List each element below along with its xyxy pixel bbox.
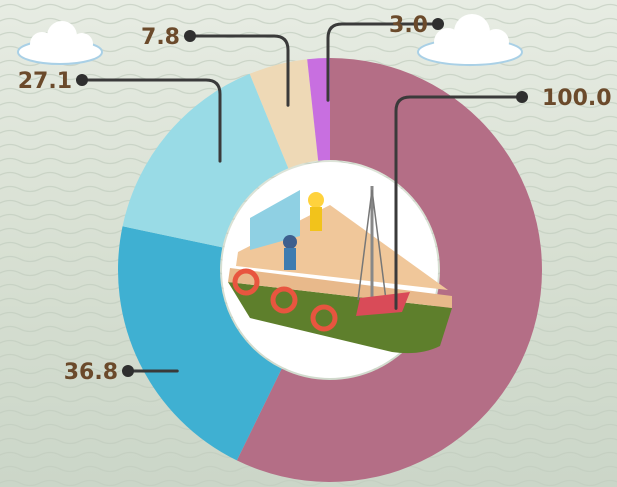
donut-slice: [122, 73, 289, 248]
data-label: 27.1: [18, 69, 72, 94]
data-label: 36.8: [64, 360, 118, 385]
donut-slice: [249, 59, 319, 169]
donut-slice: [236, 58, 542, 482]
cloud-icon: [417, 14, 523, 66]
data-label: 7.8: [141, 25, 180, 50]
leader-dot: [76, 74, 88, 86]
donut-slice: [117, 226, 282, 461]
data-label: 100.0: [542, 86, 612, 111]
leader-line: [326, 22, 440, 102]
leader-line: [394, 95, 524, 310]
leader-line: [188, 34, 290, 107]
donut-slice: [307, 58, 330, 161]
cloud-icon: [17, 21, 103, 65]
leader-dot: [122, 365, 134, 377]
leader-dot: [516, 91, 528, 103]
leader-dot: [432, 18, 444, 30]
data-label: 3.0: [389, 13, 428, 38]
leader-dot: [184, 30, 196, 42]
leader-line: [80, 78, 222, 163]
